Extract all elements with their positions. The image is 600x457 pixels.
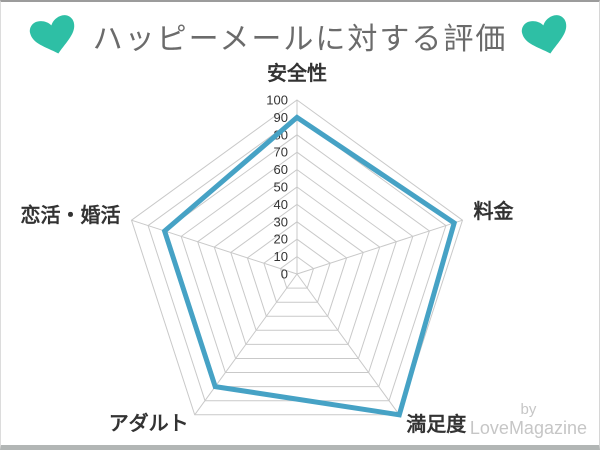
heart-icon-left bbox=[29, 15, 74, 54]
radar-grid-ring bbox=[279, 255, 315, 289]
tick-label: 90 bbox=[274, 110, 288, 125]
heart-icon-right-shape bbox=[522, 15, 567, 54]
tick-label: 0 bbox=[281, 267, 288, 282]
radar-grid-spoke bbox=[194, 273, 298, 416]
heart-icon-left-shape bbox=[29, 15, 74, 54]
radar-grid-ring bbox=[246, 221, 348, 317]
axis-label: 安全性 bbox=[267, 61, 327, 85]
radar-grid-ring bbox=[263, 238, 331, 303]
tick-label: 70 bbox=[274, 145, 288, 160]
radar-grid-ring bbox=[230, 203, 364, 331]
tick-label: 60 bbox=[274, 162, 288, 177]
tick-label: 10 bbox=[274, 249, 288, 264]
credit-source: LoveMagazine bbox=[469, 418, 587, 439]
radar-grid-ring bbox=[213, 186, 381, 345]
credit: by LoveMagazine bbox=[470, 401, 587, 439]
radar-grid-ring bbox=[180, 151, 414, 373]
tick-label: 50 bbox=[274, 180, 288, 195]
axis-label: 満足度 bbox=[406, 412, 467, 436]
radar-data-polygon bbox=[161, 114, 458, 418]
page-title: ハッピーメールに対する評価 bbox=[92, 23, 508, 56]
tick-label: 100 bbox=[266, 93, 288, 108]
radar-grid-spoke bbox=[131, 219, 298, 275]
radar-grid-ring bbox=[197, 168, 397, 359]
tick-label: 20 bbox=[274, 232, 288, 247]
axis-label: 恋活・婚活 bbox=[21, 203, 121, 227]
tick-label: 40 bbox=[274, 197, 288, 212]
credit-by: by bbox=[520, 401, 537, 419]
chart-header: ハッピーメールに対する評価 bbox=[1, 8, 599, 64]
axis-label: アダルト bbox=[109, 411, 189, 435]
axis-label: 料金 bbox=[474, 199, 515, 223]
radar-grid-spoke bbox=[296, 273, 400, 416]
tick-label: 30 bbox=[274, 214, 288, 229]
heart-icon-right bbox=[522, 15, 567, 54]
radar-grid-ring bbox=[130, 99, 464, 416]
radar-grid-spoke bbox=[296, 219, 463, 275]
